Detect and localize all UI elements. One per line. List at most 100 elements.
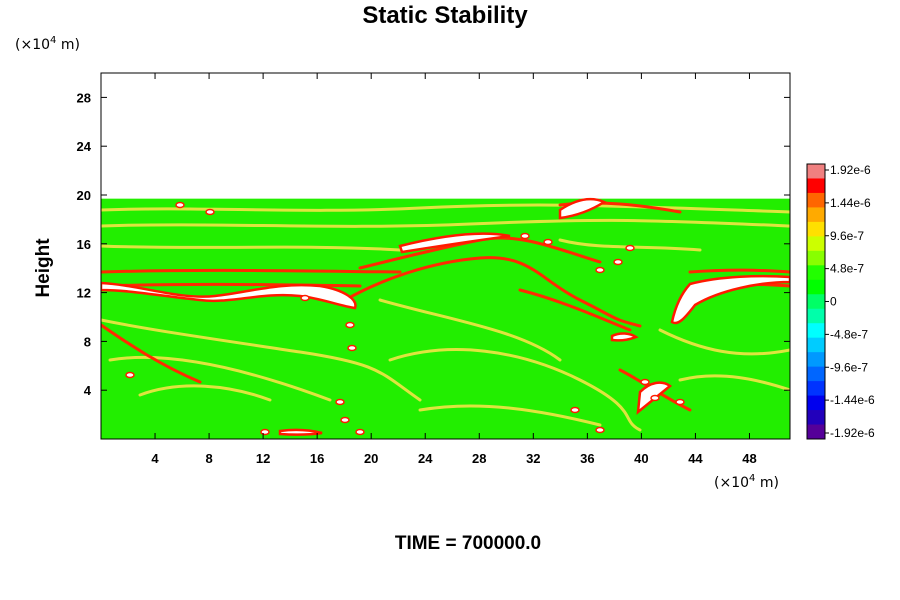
field-spot — [570, 406, 580, 414]
field-spot — [347, 344, 357, 352]
colorbar-label: 4.8e-7 — [830, 262, 864, 276]
x-tick-label: 36 — [580, 451, 594, 466]
x-tick-label: 8 — [205, 451, 212, 466]
field-spot — [595, 426, 605, 434]
field-spot — [675, 398, 685, 406]
field-spot — [625, 244, 635, 252]
colorbar-swatch — [807, 250, 825, 266]
colorbar: 1.92e-6 1.44e-6 9.6e-7 4.8e-7 0 -4.8e-7 -9.6e-… — [806, 163, 875, 440]
saturated-region — [398, 232, 511, 254]
saturated-region — [558, 198, 607, 220]
field-spot — [345, 321, 355, 329]
colorbar-swatch — [807, 352, 825, 368]
x-tick-label: 4 — [151, 451, 159, 466]
field-contour-strong — [101, 268, 402, 274]
colorbar-swatch — [807, 395, 825, 411]
y-unit-label: (×104 m) — [15, 35, 80, 53]
field-spot — [355, 428, 365, 436]
field-contour-strong — [101, 282, 362, 288]
field-contour-weak — [558, 238, 702, 252]
field-contour-weak — [138, 384, 272, 402]
x-tick-label: 16 — [310, 451, 324, 466]
y-tick-label: 8 — [84, 334, 91, 349]
field-spot — [640, 378, 650, 386]
colorbar-swatch — [807, 381, 825, 397]
field-spot — [175, 201, 185, 209]
x-tick-label: 28 — [472, 451, 486, 466]
y-tick-label: 16 — [77, 237, 91, 252]
field-spot — [613, 258, 623, 266]
field-contour-weak — [678, 374, 790, 392]
field-background — [101, 198, 790, 439]
colorbar-swatch — [807, 265, 825, 281]
field-spot — [335, 398, 345, 406]
x-tick-label: 48 — [742, 451, 756, 466]
colorbar-swatch — [807, 221, 825, 237]
colorbar-label: -9.6e-7 — [830, 360, 868, 374]
x-tick-label: 40 — [634, 451, 648, 466]
y-tick-label: 12 — [77, 286, 91, 301]
field-contour-weak — [101, 244, 402, 252]
colorbar-swatch — [807, 279, 825, 295]
colorbar-swatch — [807, 337, 825, 353]
colorbar-label: -1.44e-6 — [830, 393, 875, 407]
saturated-region — [278, 428, 323, 436]
colorbar-swatch — [807, 236, 825, 252]
colorbar-swatch — [807, 410, 825, 426]
colorbar-label: 1.92e-6 — [830, 163, 871, 177]
x-tick-label: 32 — [526, 451, 540, 466]
colorbar-swatch — [807, 178, 825, 194]
chart-title: Static Stability — [362, 2, 528, 29]
x-tick-label: 12 — [256, 451, 270, 466]
field-spot — [125, 371, 135, 379]
field-spot — [260, 428, 270, 436]
stability-field — [101, 198, 790, 439]
colorbar-label: 1.44e-6 — [830, 196, 871, 210]
y-axis-label: Height — [33, 238, 54, 298]
colorbar-label: -1.92e-6 — [830, 426, 875, 440]
colorbar-swatch — [807, 308, 825, 324]
y-tick-label: 24 — [77, 139, 92, 154]
field-spot — [520, 232, 530, 240]
field-spot — [205, 208, 215, 216]
colorbar-swatch — [807, 366, 825, 382]
field-contour-strong — [101, 323, 202, 384]
field-contour-weak — [101, 218, 790, 228]
colorbar-label: 9.6e-7 — [830, 229, 864, 243]
x-tick-label: 44 — [688, 451, 703, 466]
saturated-region — [101, 281, 357, 310]
field-spot — [543, 238, 553, 246]
x-axis: 4 8 12 16 20 24 28 32 36 40 44 48 — [151, 73, 757, 466]
field-contour-weak — [378, 298, 562, 362]
field-contour-weak — [108, 355, 332, 402]
colorbar-swatch — [807, 424, 825, 440]
plot-frame — [100, 72, 791, 440]
field-spot — [300, 294, 310, 302]
field-contour-weak — [388, 348, 642, 432]
field-spot — [650, 394, 660, 402]
colorbar-swatch — [807, 294, 825, 310]
colorbar-swatch — [807, 207, 825, 223]
saturated-region — [670, 274, 790, 325]
saturated-region — [610, 332, 639, 342]
colorbar-swatch — [807, 192, 825, 208]
y-tick-label: 4 — [84, 383, 92, 398]
colorbar-label: -4.8e-7 — [830, 327, 868, 341]
field-features — [101, 198, 790, 436]
field-contour-weak — [101, 318, 422, 402]
field-spot — [340, 416, 350, 424]
x-unit-label: (×104 m) — [714, 473, 779, 491]
field-contour-strong — [518, 288, 632, 332]
field-contour-strong — [688, 268, 790, 274]
colorbar-swatch — [807, 164, 825, 179]
field-contour-strong — [343, 256, 642, 328]
x-tick-label: 24 — [418, 451, 433, 466]
field-contour-weak — [658, 328, 790, 356]
y-axis: 4 8 12 16 20 24 28 — [77, 90, 790, 398]
field-contour-weak — [418, 404, 602, 427]
x-tick-label: 20 — [364, 451, 378, 466]
time-label: TIME = 700000.0 — [395, 533, 541, 554]
y-tick-label: 28 — [77, 90, 91, 105]
field-spot — [595, 266, 605, 274]
